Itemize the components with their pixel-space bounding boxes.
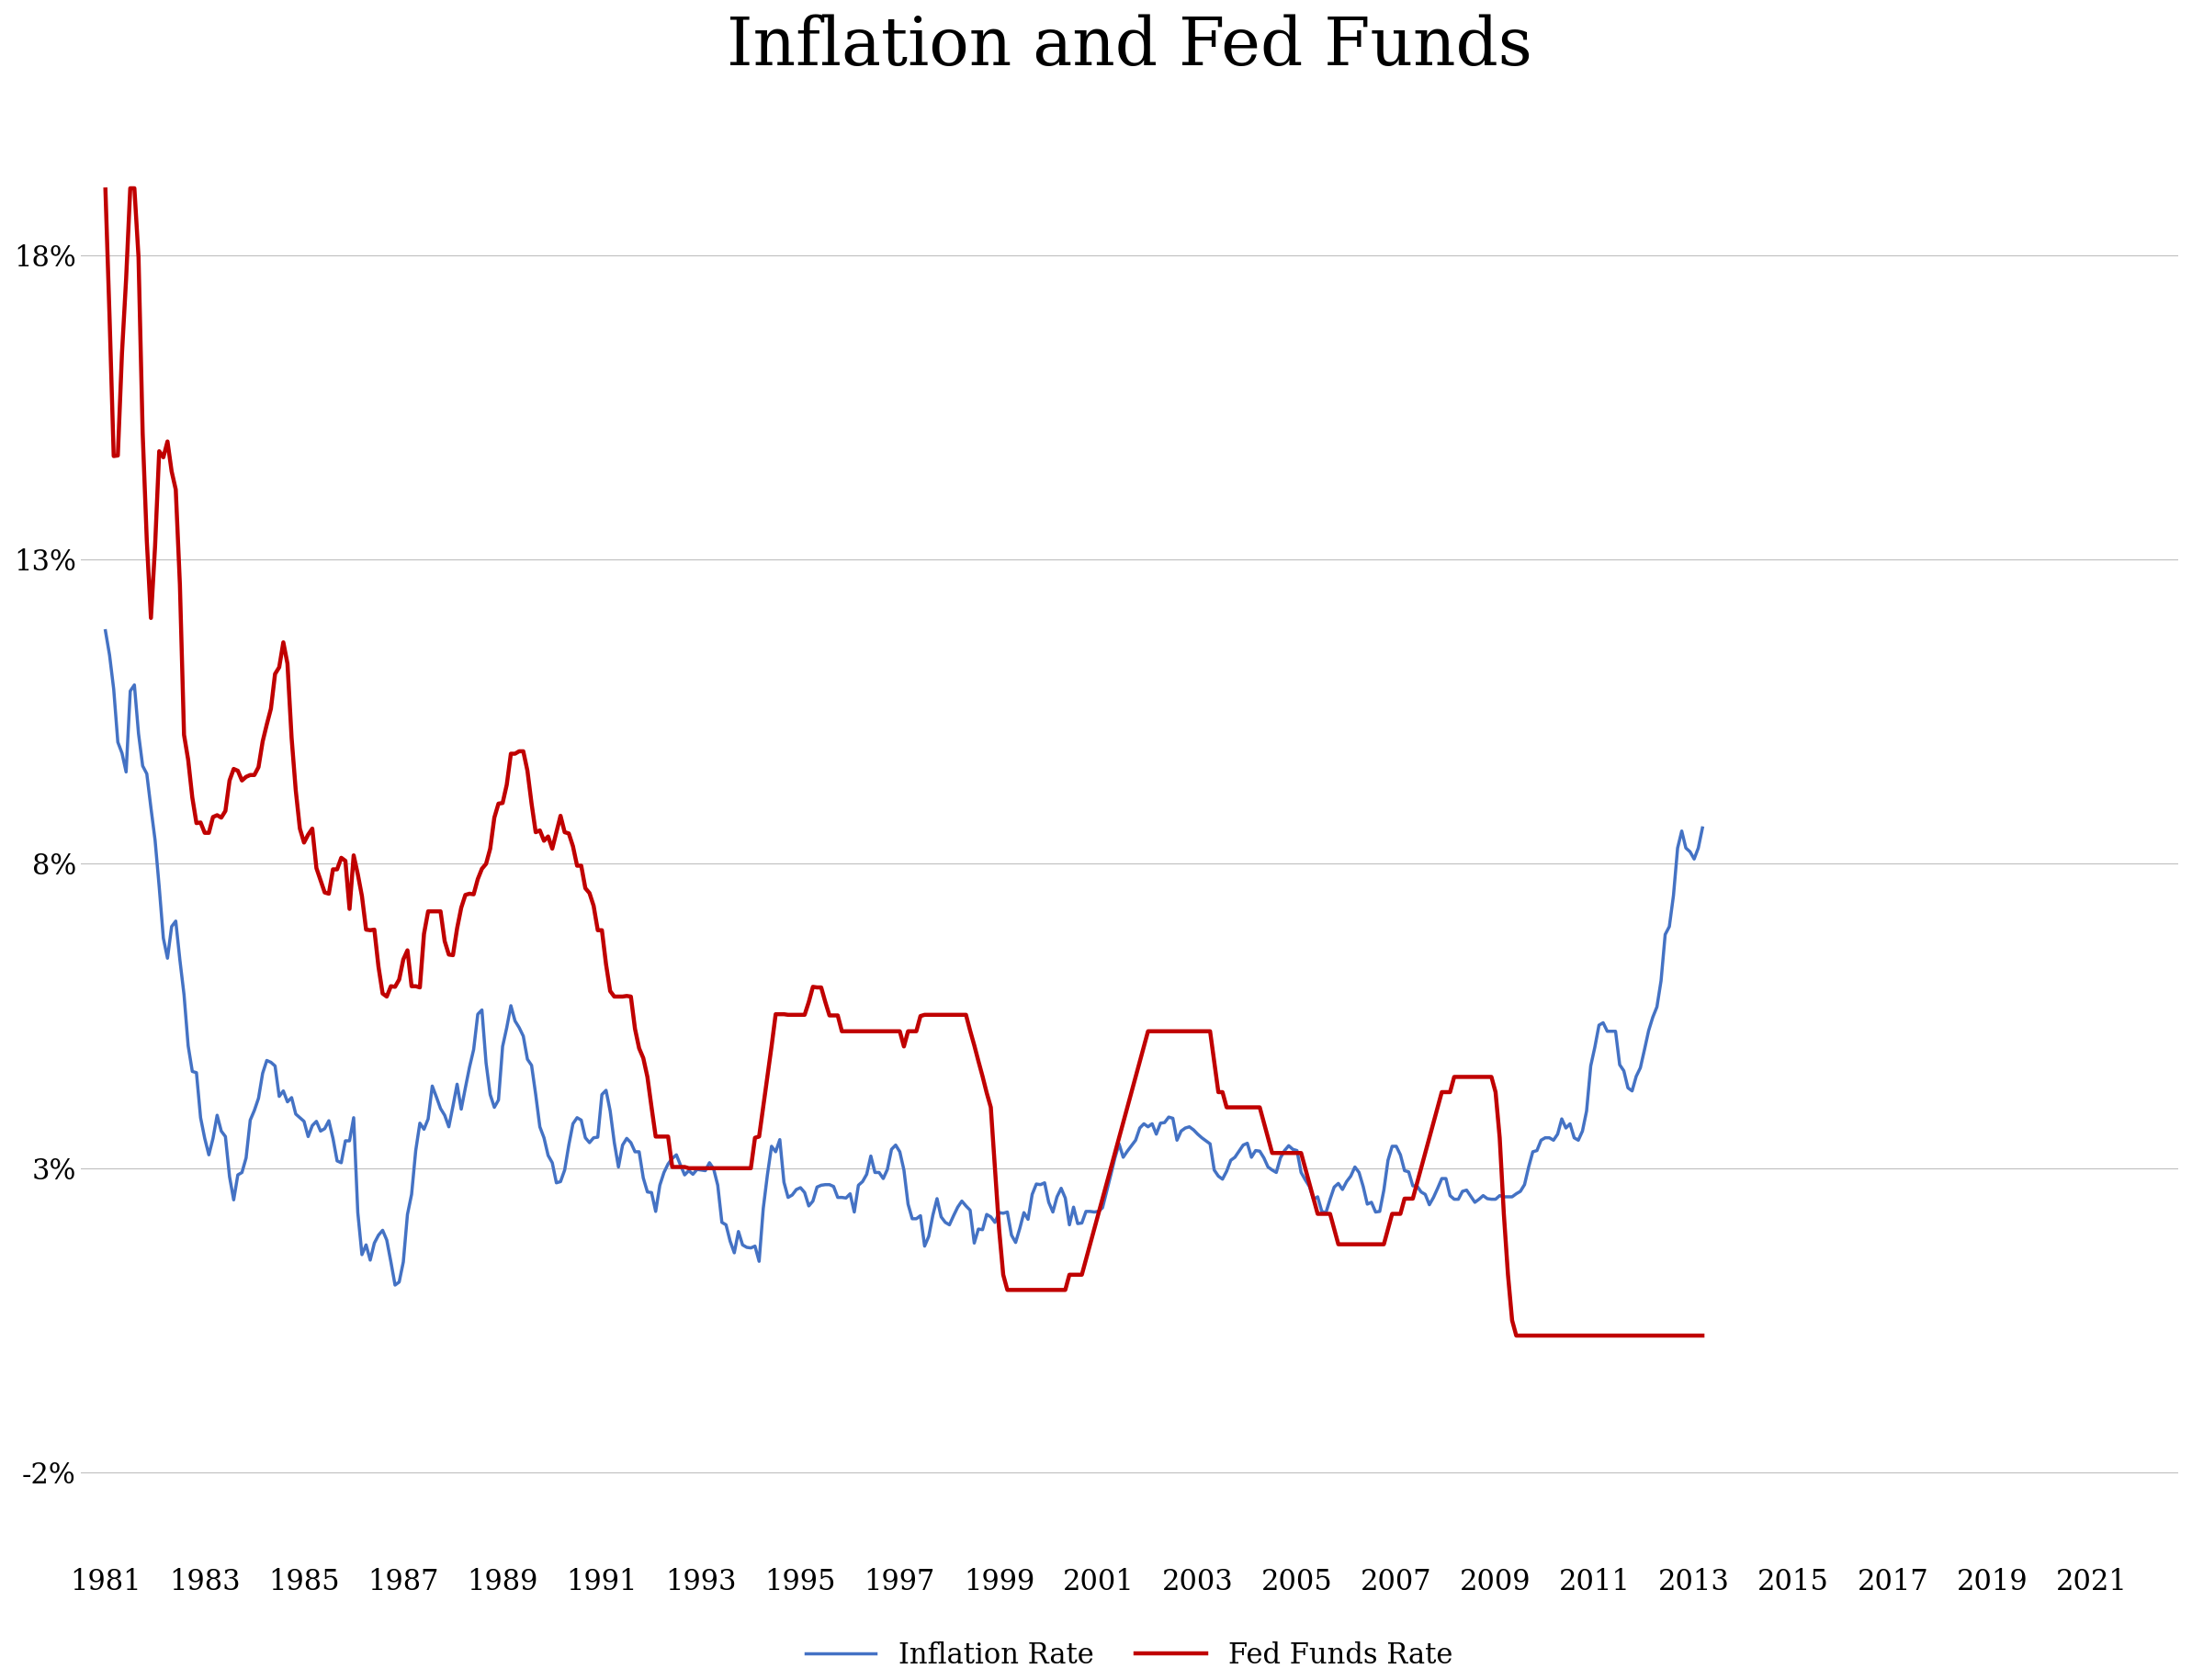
Inflation Rate [180,1062,206,1082]
Inflation Rate [381,1275,408,1295]
Line: Fed Funds Rate: Fed Funds Rate [105,188,1703,1336]
Fed Funds Rate [530,830,557,850]
Fed Funds Rate [552,822,579,842]
Fed Funds Rate [1032,1280,1059,1300]
Title: Inflation and Fed Funds: Inflation and Fed Funds [726,13,1532,79]
Inflation Rate [506,1018,533,1038]
Inflation Rate [92,620,118,640]
Inflation Rate [530,1127,557,1147]
Legend: Inflation Rate, Fed Funds Rate: Inflation Rate, Fed Funds Rate [794,1630,1464,1680]
Fed Funds Rate [1690,1326,1716,1346]
Fed Funds Rate [1504,1326,1530,1346]
Fed Funds Rate [489,793,515,813]
Fed Funds Rate [506,741,533,761]
Fed Funds Rate [116,178,142,198]
Fed Funds Rate [184,813,210,833]
Inflation Rate [1690,818,1716,838]
Fed Funds Rate [92,180,118,200]
Inflation Rate [1032,1173,1059,1193]
Line: Inflation Rate: Inflation Rate [105,630,1703,1285]
Inflation Rate [552,1159,579,1179]
Inflation Rate [489,1037,515,1057]
